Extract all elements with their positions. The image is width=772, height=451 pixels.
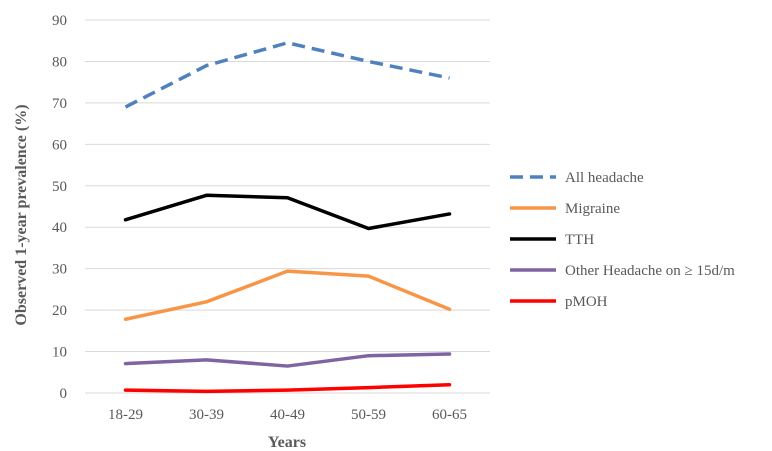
x-tick-label: 30-39 xyxy=(189,407,224,423)
y-tick-label: 30 xyxy=(52,262,67,278)
y-tick-label: 50 xyxy=(52,179,67,195)
x-tick-labels: 18-29 30-39 40-49 50-59 60-65 xyxy=(108,407,467,423)
legend: All headache Migraine TTH Other Headache on… xyxy=(510,170,735,310)
series-line-4 xyxy=(123,382,452,394)
x-tick-label: 18-29 xyxy=(108,407,143,423)
y-tick-label: 20 xyxy=(52,303,67,319)
series-line-2 xyxy=(123,193,452,231)
x-tick-label: 50-59 xyxy=(351,407,386,423)
y-tick-labels: 0 10 20 30 40 50 60 70 80 90 xyxy=(52,13,67,402)
legend-label-4: pMOH xyxy=(565,294,608,310)
x-tick-label: 40-49 xyxy=(270,407,305,423)
legend-label-1: Migraine xyxy=(565,201,620,217)
y-tick-label: 40 xyxy=(52,220,67,236)
y-tick-label: 60 xyxy=(52,137,67,153)
legend-label-2: TTH xyxy=(565,232,594,248)
y-tick-label: 10 xyxy=(52,345,67,361)
y-tick-label: 0 xyxy=(60,386,68,402)
series-line-3 xyxy=(123,352,452,368)
legend-label-0: All headache xyxy=(565,170,644,186)
y-tick-label: 80 xyxy=(52,54,67,70)
y-tick-label: 90 xyxy=(52,13,67,29)
series-line-0 xyxy=(124,41,450,109)
series-line-1 xyxy=(123,269,452,321)
grid-lines xyxy=(85,19,490,394)
legend-label-3: Other Headache on ≥ 15d/m xyxy=(565,263,735,279)
x-axis-title: Years xyxy=(268,434,306,451)
x-tick-label: 60-65 xyxy=(432,407,467,423)
series-lines xyxy=(123,41,452,394)
y-axis-title: Observed 1-year prevalence (%) xyxy=(13,104,30,325)
y-tick-label: 70 xyxy=(52,96,67,112)
